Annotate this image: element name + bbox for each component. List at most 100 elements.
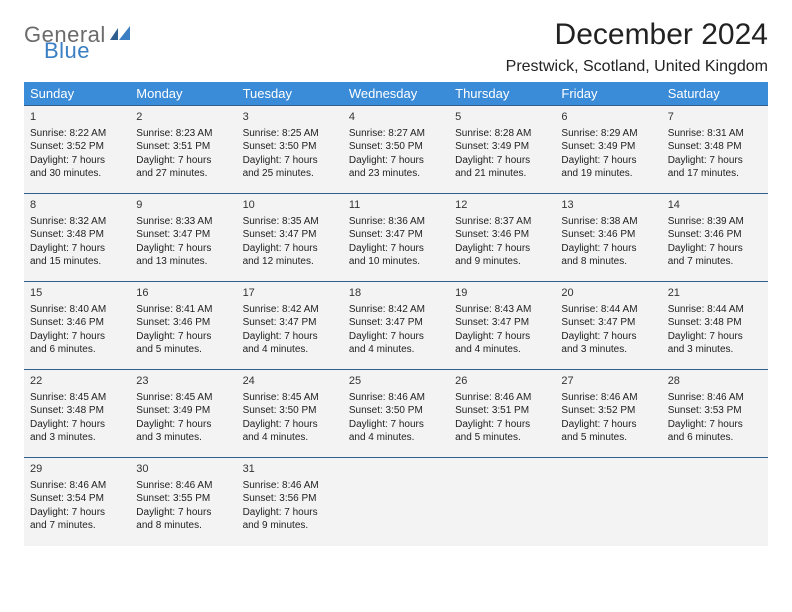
- daylight-line: Daylight: 7 hours and 27 minutes.: [136, 154, 230, 181]
- sunset-line: Sunset: 3:53 PM: [668, 404, 762, 418]
- calendar-day-cell: 11 Sunrise: 8:36 AMSunset: 3:47 PMDayligh…: [343, 194, 449, 282]
- calendar-day-cell: 4Sunrise: 8:27 AMSunset: 3:50 PMDaylight…: [343, 106, 449, 194]
- calendar-day-cell: [555, 458, 661, 546]
- calendar-day-cell: [343, 458, 449, 546]
- daylight-line: Daylight: 7 hours and 13 minutes.: [136, 242, 230, 269]
- weekday-header: Sunday: [24, 82, 130, 106]
- sunset-line: Sunset: 3:47 PM: [561, 316, 655, 330]
- sunset-line: Sunset: 3:54 PM: [30, 492, 124, 506]
- sunrise-line: Sunrise: 8:44 AM: [668, 303, 762, 317]
- daylight-line: Daylight: 7 hours and 8 minutes.: [136, 506, 230, 533]
- sunrise-line: Sunrise: 8:31 AM: [668, 127, 762, 141]
- calendar-day-cell: 30 Sunrise: 8:46 AMSunset: 3:55 PMDayligh…: [130, 458, 236, 546]
- calendar-day-cell: 5Sunrise: 8:28 AMSunset: 3:49 PMDaylight…: [449, 106, 555, 194]
- day-number: 6: [561, 110, 655, 125]
- day-number: 30: [136, 462, 230, 477]
- calendar-day-cell: 9Sunrise: 8:33 AMSunset: 3:47 PMDaylight…: [130, 194, 236, 282]
- location: Prestwick, Scotland, United Kingdom: [506, 58, 768, 76]
- sunrise-line: Sunrise: 8:37 AM: [455, 215, 549, 229]
- day-number: 19: [455, 286, 549, 301]
- sunrise-line: Sunrise: 8:25 AM: [243, 127, 337, 141]
- weekday-header: Tuesday: [237, 82, 343, 106]
- sunrise-line: Sunrise: 8:46 AM: [30, 479, 124, 493]
- sunset-line: Sunset: 3:46 PM: [668, 228, 762, 242]
- sunrise-line: Sunrise: 8:38 AM: [561, 215, 655, 229]
- daylight-line: Daylight: 7 hours and 3 minutes.: [668, 330, 762, 357]
- sunset-line: Sunset: 3:50 PM: [243, 140, 337, 154]
- sunrise-line: Sunrise: 8:41 AM: [136, 303, 230, 317]
- sunset-line: Sunset: 3:47 PM: [136, 228, 230, 242]
- daylight-line: Daylight: 7 hours and 7 minutes.: [668, 242, 762, 269]
- sunrise-line: Sunrise: 8:36 AM: [349, 215, 443, 229]
- calendar-day-cell: 15Sunrise: 8:40 AMSunset: 3:46 PMDayligh…: [24, 282, 130, 370]
- title-block: December 2024 Prestwick, Scotland, Unite…: [506, 18, 768, 76]
- daylight-line: Daylight: 7 hours and 21 minutes.: [455, 154, 549, 181]
- sunrise-line: Sunrise: 8:32 AM: [30, 215, 124, 229]
- calendar-day-cell: 13Sunrise: 8:38 AMSunset: 3:46 PMDayligh…: [555, 194, 661, 282]
- daylight-line: Daylight: 7 hours and 7 minutes.: [30, 506, 124, 533]
- sunrise-line: Sunrise: 8:46 AM: [136, 479, 230, 493]
- sunrise-line: Sunrise: 8:45 AM: [136, 391, 230, 405]
- daylight-line: Daylight: 7 hours and 5 minutes.: [561, 418, 655, 445]
- sunset-line: Sunset: 3:49 PM: [455, 140, 549, 154]
- calendar-day-cell: [662, 458, 768, 546]
- day-number: 27: [561, 374, 655, 389]
- calendar-day-cell: 18Sunrise: 8:42 AMSunset: 3:47 PMDayligh…: [343, 282, 449, 370]
- calendar-day-cell: 29Sunrise: 8:46 AMSunset: 3:54 PMDayligh…: [24, 458, 130, 546]
- day-number: 11: [349, 198, 443, 213]
- month-title: December 2024: [506, 18, 768, 52]
- calendar-day-cell: 24Sunrise: 8:45 AMSunset: 3:50 PMDayligh…: [237, 370, 343, 458]
- day-number: 2: [136, 110, 230, 125]
- sunset-line: Sunset: 3:56 PM: [243, 492, 337, 506]
- day-number: 7: [668, 110, 762, 125]
- daylight-line: Daylight: 7 hours and 17 minutes.: [668, 154, 762, 181]
- weekday-header: Wednesday: [343, 82, 449, 106]
- daylight-line: Daylight: 7 hours and 9 minutes.: [243, 506, 337, 533]
- daylight-line: Daylight: 7 hours and 25 minutes.: [243, 154, 337, 181]
- day-number: 25: [349, 374, 443, 389]
- daylight-line: Daylight: 7 hours and 3 minutes.: [30, 418, 124, 445]
- sunset-line: Sunset: 3:52 PM: [30, 140, 124, 154]
- calendar-day-cell: 31Sunrise: 8:46 AMSunset: 3:56 PMDayligh…: [237, 458, 343, 546]
- calendar-day-cell: [449, 458, 555, 546]
- sunrise-line: Sunrise: 8:46 AM: [455, 391, 549, 405]
- calendar-day-cell: 25Sunrise: 8:46 AMSunset: 3:50 PMDayligh…: [343, 370, 449, 458]
- day-number: 18: [349, 286, 443, 301]
- sunset-line: Sunset: 3:47 PM: [349, 228, 443, 242]
- sunrise-line: Sunrise: 8:22 AM: [30, 127, 124, 141]
- sunset-line: Sunset: 3:55 PM: [136, 492, 230, 506]
- day-number: 14: [668, 198, 762, 213]
- calendar-day-cell: 3Sunrise: 8:25 AMSunset: 3:50 PMDaylight…: [237, 106, 343, 194]
- calendar-week-row: 8Sunrise: 8:32 AMSunset: 3:48 PMDaylight…: [24, 194, 768, 282]
- daylight-line: Daylight: 7 hours and 3 minutes.: [561, 330, 655, 357]
- calendar-day-cell: 19Sunrise: 8:43 AMSunset: 3:47 PMDayligh…: [449, 282, 555, 370]
- weekday-header: Thursday: [449, 82, 555, 106]
- sunset-line: Sunset: 3:47 PM: [349, 316, 443, 330]
- daylight-line: Daylight: 7 hours and 3 minutes.: [136, 418, 230, 445]
- calendar-week-row: 15Sunrise: 8:40 AMSunset: 3:46 PMDayligh…: [24, 282, 768, 370]
- calendar-day-cell: 21Sunrise: 8:44 AMSunset: 3:48 PMDayligh…: [662, 282, 768, 370]
- sunrise-line: Sunrise: 8:35 AM: [243, 215, 337, 229]
- calendar-table: Sunday Monday Tuesday Wednesday Thursday…: [24, 82, 768, 546]
- calendar-day-cell: 27Sunrise: 8:46 AMSunset: 3:52 PMDayligh…: [555, 370, 661, 458]
- sunset-line: Sunset: 3:52 PM: [561, 404, 655, 418]
- calendar-week-row: 22Sunrise: 8:45 AMSunset: 3:48 PMDayligh…: [24, 370, 768, 458]
- day-number: 10: [243, 198, 337, 213]
- sunset-line: Sunset: 3:50 PM: [349, 140, 443, 154]
- sunset-line: Sunset: 3:51 PM: [455, 404, 549, 418]
- sunset-line: Sunset: 3:48 PM: [30, 228, 124, 242]
- daylight-line: Daylight: 7 hours and 9 minutes.: [455, 242, 549, 269]
- weekday-header: Saturday: [662, 82, 768, 106]
- daylight-line: Daylight: 7 hours and 4 minutes.: [349, 330, 443, 357]
- day-number: 16: [136, 286, 230, 301]
- sunrise-line: Sunrise: 8:39 AM: [668, 215, 762, 229]
- daylight-line: Daylight: 7 hours and 8 minutes.: [561, 242, 655, 269]
- calendar-day-cell: 26Sunrise: 8:46 AMSunset: 3:51 PMDayligh…: [449, 370, 555, 458]
- day-number: 20: [561, 286, 655, 301]
- day-number: 26: [455, 374, 549, 389]
- daylight-line: Daylight: 7 hours and 4 minutes.: [243, 418, 337, 445]
- calendar-day-cell: 7Sunrise: 8:31 AMSunset: 3:48 PMDaylight…: [662, 106, 768, 194]
- day-number: 9: [136, 198, 230, 213]
- daylight-line: Daylight: 7 hours and 10 minutes.: [349, 242, 443, 269]
- sunset-line: Sunset: 3:51 PM: [136, 140, 230, 154]
